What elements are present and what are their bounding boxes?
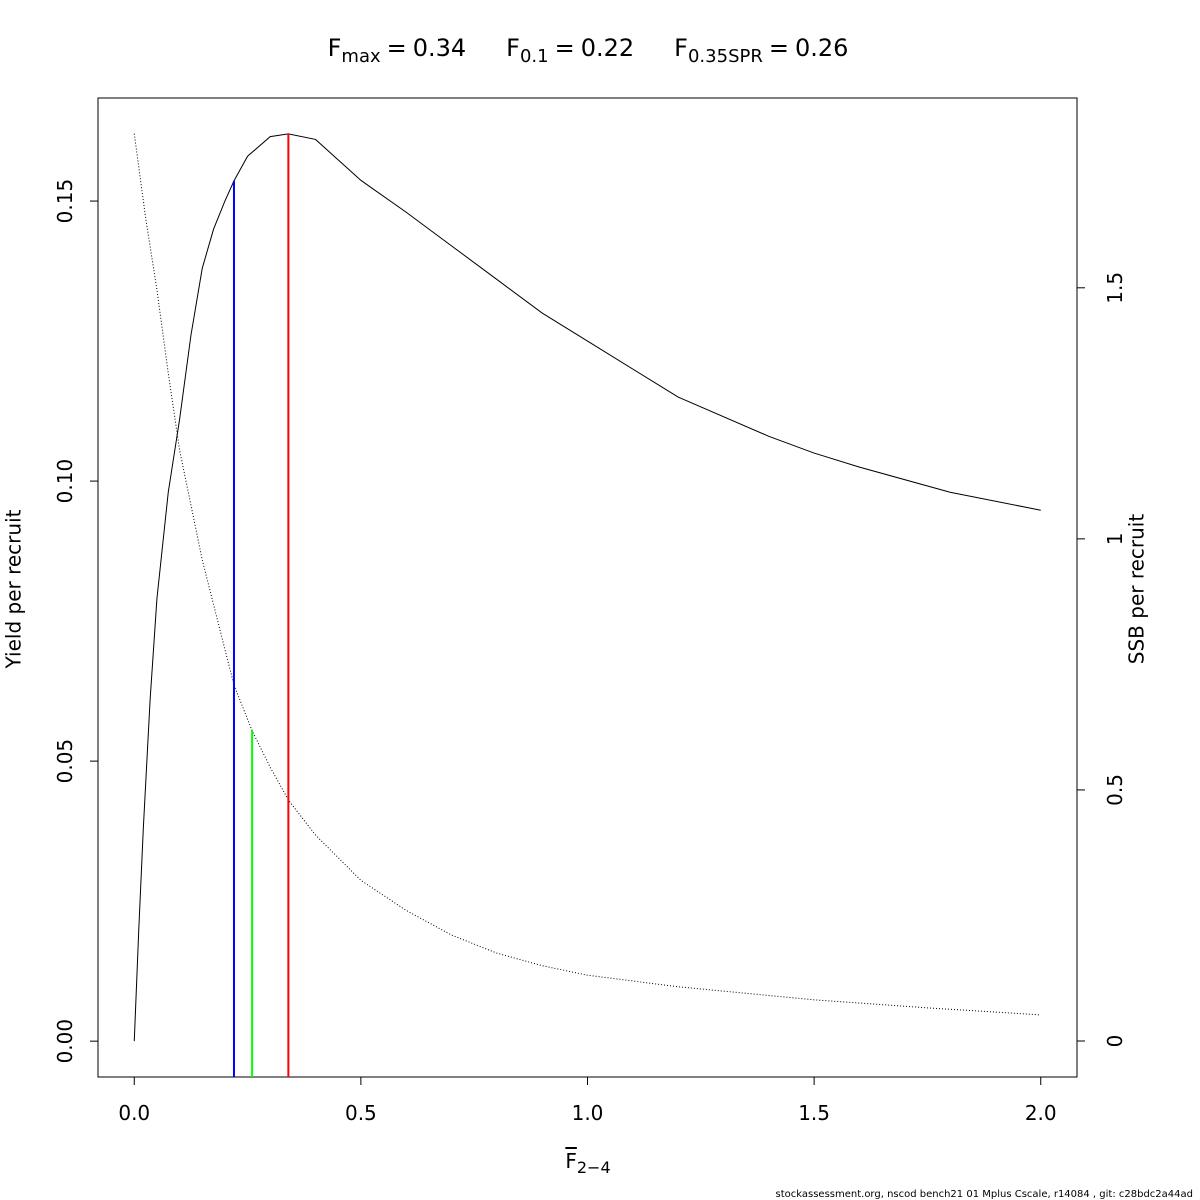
x-tick-label: 2.0 xyxy=(1025,1101,1057,1125)
y2-axis-label: SSB per recruit xyxy=(1125,514,1149,665)
x-label-subscript: 2−4 xyxy=(577,1158,611,1177)
chart-title: Fmax = 0.34 F0.1 = 0.22 F0.35SPR = 0.26 xyxy=(328,34,849,67)
title-value: 0.34 xyxy=(413,34,466,62)
x-tick-label: 0.5 xyxy=(345,1101,377,1125)
x-tick-label: 1.5 xyxy=(798,1101,830,1125)
x-axis-label: F2−4 xyxy=(565,1149,610,1177)
x-tick-label: 0.0 xyxy=(118,1101,150,1125)
y-axis-label: Yield per recruit xyxy=(2,509,26,669)
x-tick-label: 1.0 xyxy=(572,1101,604,1125)
title-value: 0.22 xyxy=(581,34,634,62)
title-symbol: F xyxy=(328,34,342,62)
title-relation: = xyxy=(769,34,789,62)
y2-tick-label: 1 xyxy=(1103,533,1127,546)
footer: stockassessment.org, nscod bench21 01 Mp… xyxy=(776,1189,1194,1200)
y2-tick-label: 0.5 xyxy=(1103,774,1127,806)
series-line xyxy=(133,133,1041,1016)
title-relation: = xyxy=(555,34,575,62)
plot-frame xyxy=(97,97,1078,1078)
y-tick-label: 0.00 xyxy=(53,1019,77,1064)
y2-tick-label: 0 xyxy=(1103,1035,1127,1048)
y-tick-label: 0.15 xyxy=(53,179,77,224)
y2-tick-label: 1.5 xyxy=(1103,272,1127,304)
title-symbol: F xyxy=(674,34,688,62)
title-value: 0.26 xyxy=(795,34,848,62)
title-subscript: 0.35SPR xyxy=(688,46,763,67)
x-label-symbol: F xyxy=(565,1149,577,1173)
title-symbol: F xyxy=(506,34,520,62)
title-subscript: max xyxy=(341,46,381,67)
y-tick-label: 0.05 xyxy=(53,739,77,784)
y-tick-label: 0.10 xyxy=(53,459,77,504)
series-line xyxy=(133,133,1041,1042)
title-relation: = xyxy=(387,34,407,62)
title-subscript: 0.1 xyxy=(520,46,549,67)
